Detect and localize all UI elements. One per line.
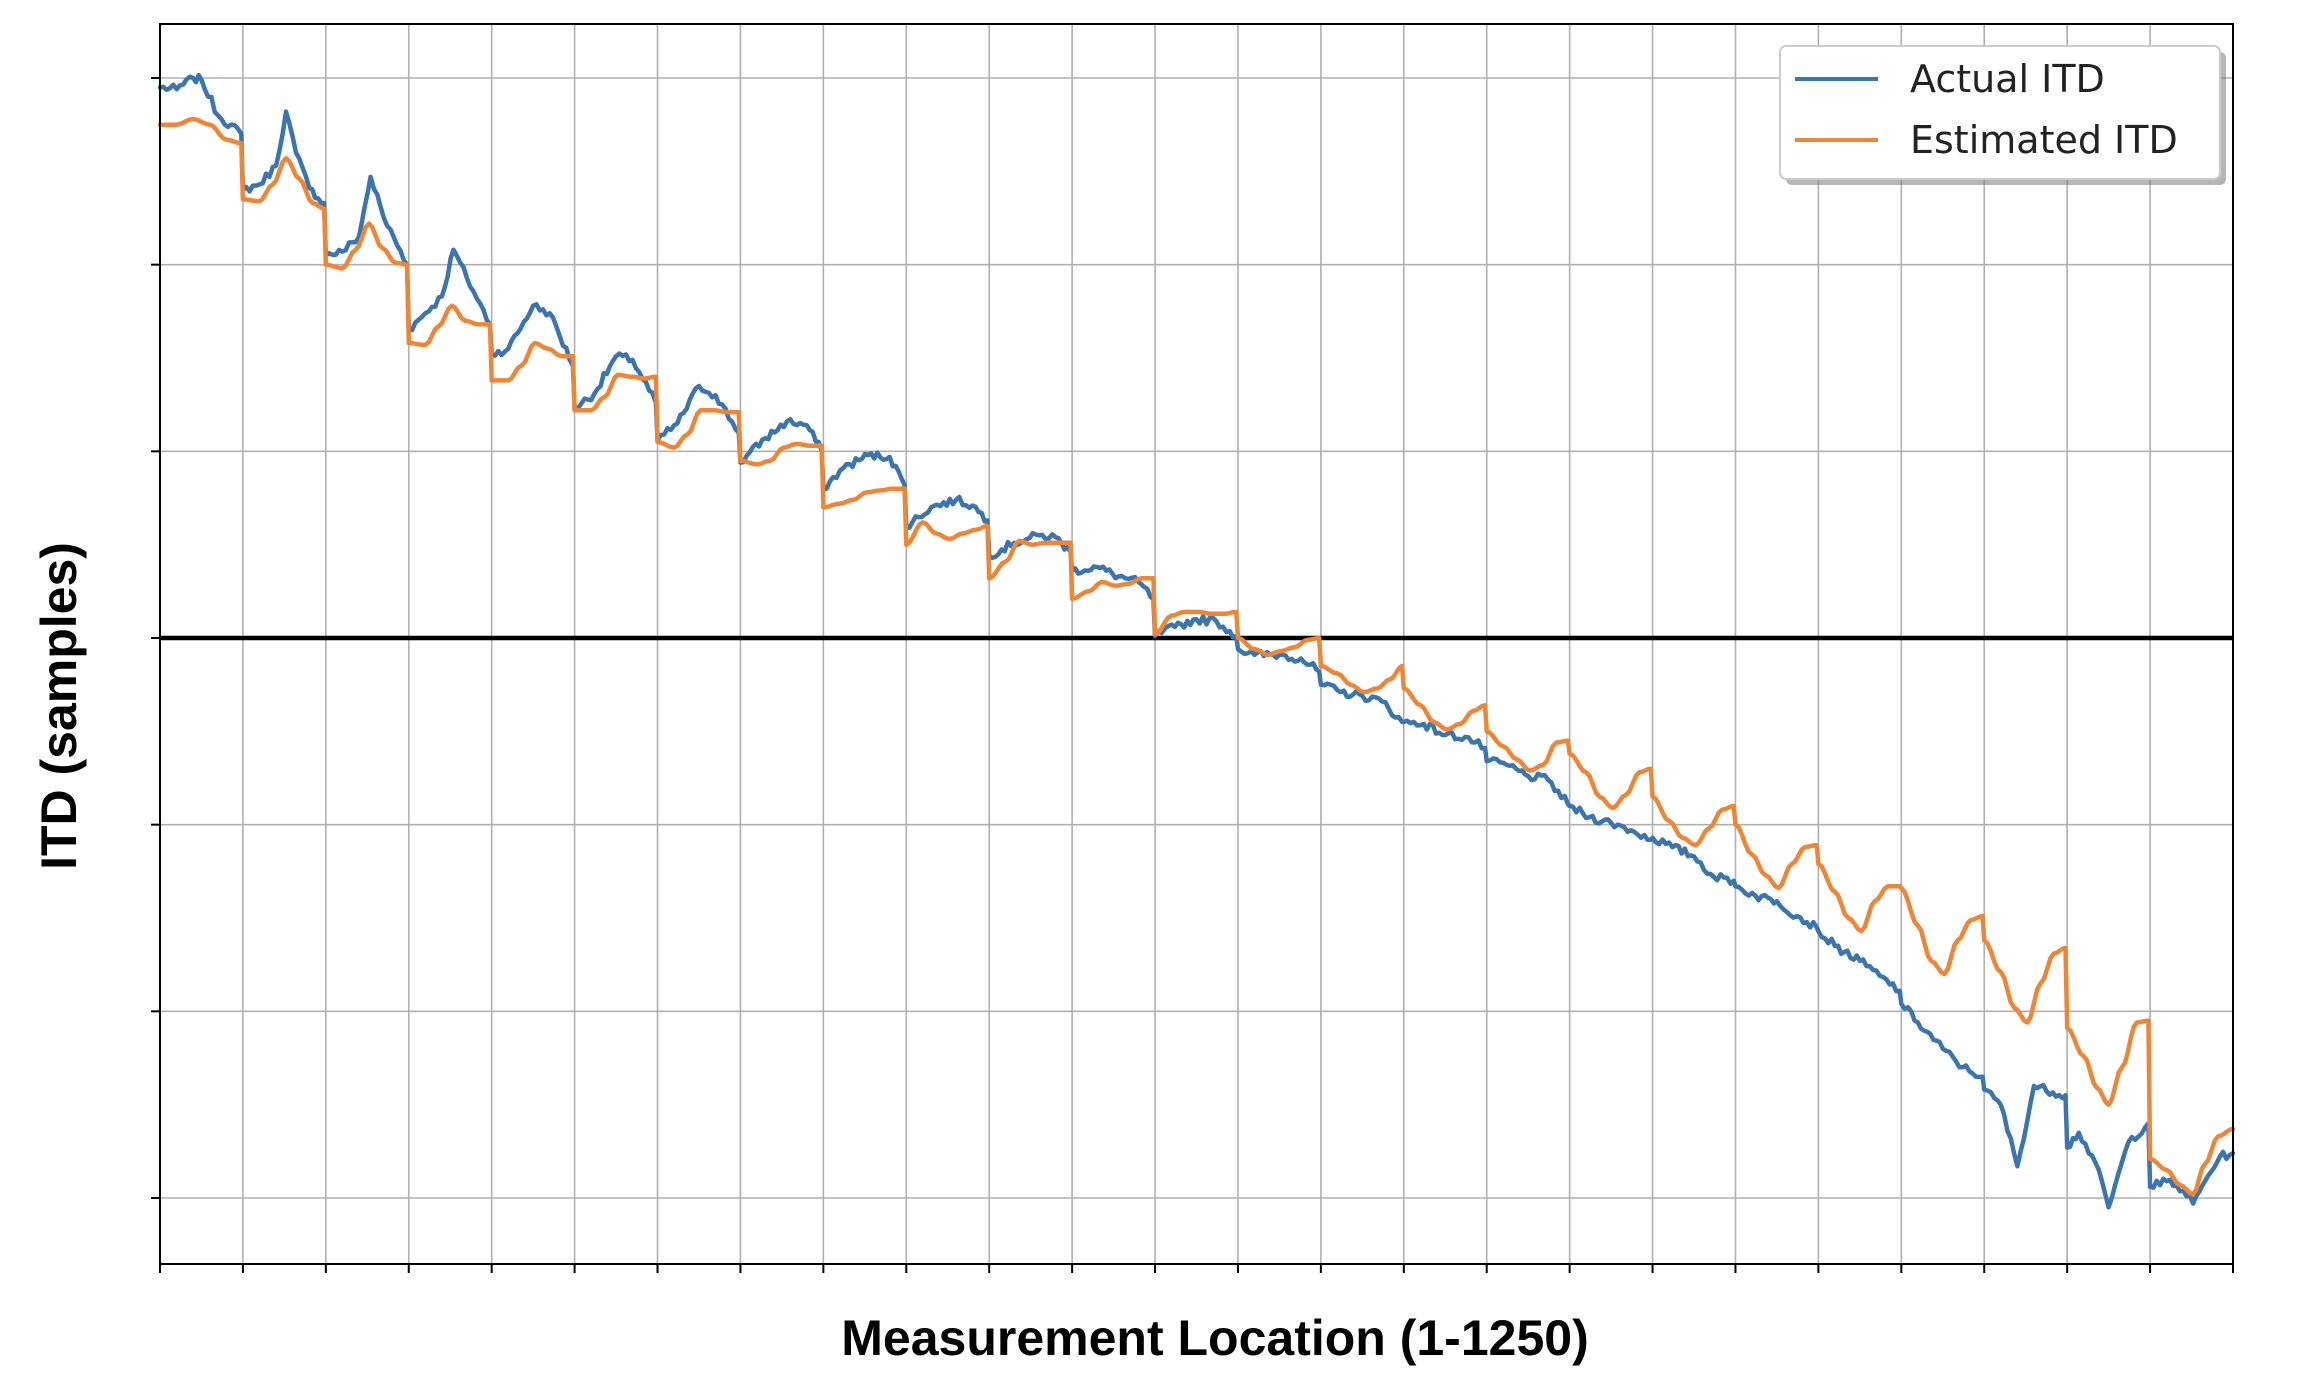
series-line-estimated-itd [157,116,2236,1197]
legend-label-actual-itd: Actual ITD [1910,57,2105,101]
x-ticks [159,1264,2234,1273]
legend-label-estimated-itd: Estimated ITD [1910,118,2178,162]
x-axis-title: Measurement Location (1-1250) [841,1310,1588,1366]
legend: Actual ITD Estimated ITD [1779,45,2226,185]
y-ticks [151,77,160,1199]
y-axis-title: ITD (samples) [31,542,87,870]
series-layer [157,72,2236,1210]
legend-box [1779,45,2221,180]
plot-area [151,23,2236,1273]
plot-background [160,24,2233,1264]
y-gridlines [160,77,2233,1199]
series-line-actual-itd [157,72,2236,1210]
plot-frame [159,23,2234,1265]
